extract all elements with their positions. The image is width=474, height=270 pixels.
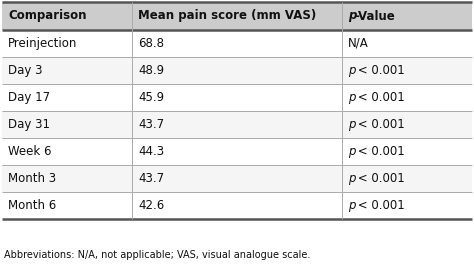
- Text: p: p: [348, 199, 356, 212]
- Text: p: p: [348, 145, 356, 158]
- Text: Day 17: Day 17: [8, 91, 50, 104]
- Bar: [2, 192, 472, 219]
- Text: N/A: N/A: [348, 37, 369, 50]
- Bar: [2, 2, 472, 30]
- Text: 48.9: 48.9: [138, 64, 164, 77]
- Bar: [2, 138, 472, 165]
- Text: 43.7: 43.7: [138, 172, 164, 185]
- Text: p: p: [348, 64, 356, 77]
- Text: p: p: [348, 172, 356, 185]
- Text: Month 3: Month 3: [8, 172, 56, 185]
- Text: Day 3: Day 3: [8, 64, 43, 77]
- Text: -Value: -Value: [354, 9, 395, 22]
- Text: < 0.001: < 0.001: [354, 91, 405, 104]
- Text: Week 6: Week 6: [8, 145, 52, 158]
- Text: p: p: [348, 118, 356, 131]
- Bar: [2, 30, 472, 57]
- Text: < 0.001: < 0.001: [354, 172, 405, 185]
- Text: < 0.001: < 0.001: [354, 118, 405, 131]
- Text: Abbreviations: N/A, not applicable; VAS, visual analogue scale.: Abbreviations: N/A, not applicable; VAS,…: [4, 250, 310, 260]
- Text: < 0.001: < 0.001: [354, 199, 405, 212]
- Text: 43.7: 43.7: [138, 118, 164, 131]
- Bar: [2, 84, 472, 111]
- Text: 42.6: 42.6: [138, 199, 164, 212]
- Text: Month 6: Month 6: [8, 199, 56, 212]
- Text: Preinjection: Preinjection: [8, 37, 77, 50]
- Text: p: p: [348, 91, 356, 104]
- Text: 45.9: 45.9: [138, 91, 164, 104]
- Bar: [2, 165, 472, 192]
- Text: < 0.001: < 0.001: [354, 64, 405, 77]
- Text: p: p: [348, 9, 356, 22]
- Bar: [2, 111, 472, 138]
- Text: Day 31: Day 31: [8, 118, 50, 131]
- Text: Mean pain score (mm VAS): Mean pain score (mm VAS): [138, 9, 316, 22]
- Text: 44.3: 44.3: [138, 145, 164, 158]
- Text: < 0.001: < 0.001: [354, 145, 405, 158]
- Bar: [2, 57, 472, 84]
- Text: 68.8: 68.8: [138, 37, 164, 50]
- Text: Comparison: Comparison: [8, 9, 86, 22]
